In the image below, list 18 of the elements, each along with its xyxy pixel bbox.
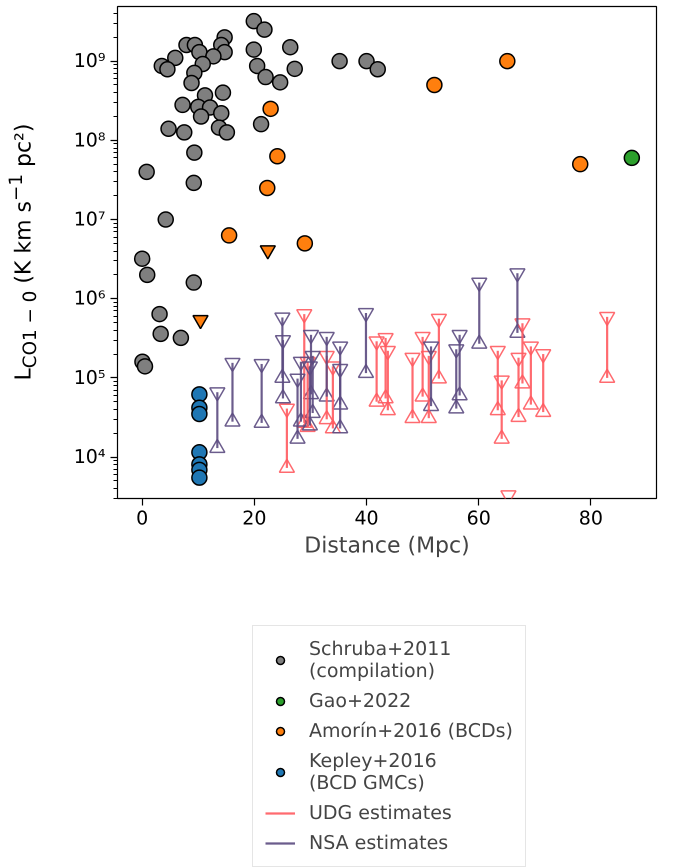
x-tick-label: 80 bbox=[578, 508, 603, 530]
y-tick-label: 10⁶ bbox=[74, 288, 106, 310]
legend-label: Gao+2022 bbox=[309, 690, 412, 712]
x-tick-label: 20 bbox=[242, 508, 266, 530]
legend-label: NSA estimates bbox=[309, 832, 448, 854]
legend-label: UDG estimates bbox=[309, 802, 452, 824]
y-tick-label: 10⁷ bbox=[74, 208, 106, 231]
legend-label: Schruba+2011 (compilation) bbox=[309, 638, 452, 682]
y-tick-label: 10⁸ bbox=[74, 129, 106, 152]
x-tick-label: 40 bbox=[354, 508, 379, 530]
legend-label: Amorín+2016 (BCDs) bbox=[309, 720, 513, 742]
x-tick-label: 60 bbox=[466, 508, 491, 530]
y-tick-label: 10⁴ bbox=[74, 446, 106, 468]
y-tick-label: 10⁹ bbox=[74, 50, 106, 72]
legend-label: Kepley+2016 (BCD GMCs) bbox=[309, 750, 437, 794]
y-tick-label: 10⁵ bbox=[74, 366, 106, 389]
x-tick-label: 0 bbox=[136, 508, 148, 530]
x-axis-title: Distance (Mpc) bbox=[304, 534, 470, 558]
